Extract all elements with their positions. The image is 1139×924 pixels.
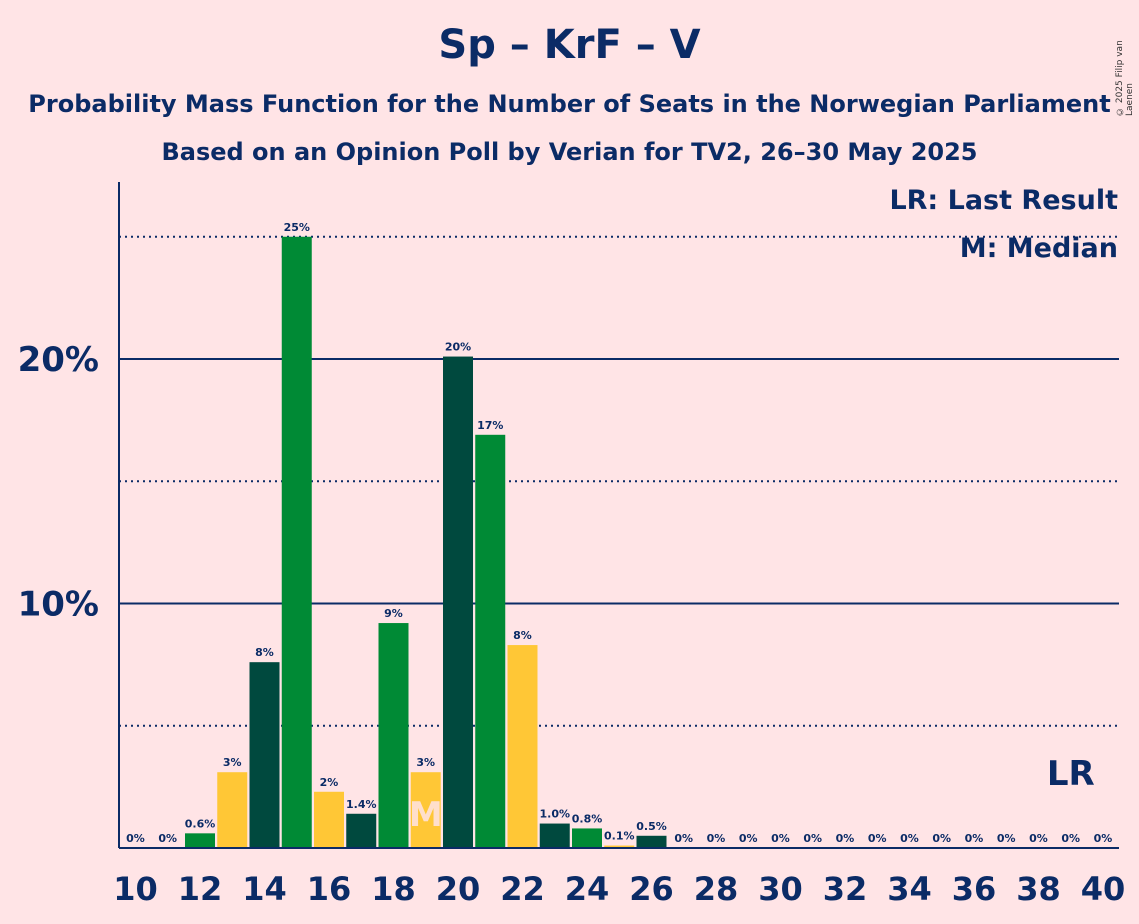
x-tick-label: 38 [1016,870,1061,908]
x-tick-label: 36 [952,870,997,908]
last-result-marker: LR [1047,754,1095,794]
bar-20-seats [443,356,473,848]
median-marker: M [409,795,443,835]
bar-22-seats [507,645,538,848]
data-label: 0.1% [604,830,635,843]
y-tick-label: 10% [18,585,99,625]
data-label: 0% [965,832,984,845]
data-label: 1.4% [346,798,377,811]
bar-24-seats [572,828,602,848]
data-label: 25% [284,221,310,234]
data-label: 2% [320,776,339,789]
bar-26-seats [636,835,667,848]
data-label: 0% [868,832,887,845]
x-tick-label: 18 [371,870,416,908]
data-label: 0.5% [636,820,667,833]
data-label: 1.0% [539,808,570,821]
y-ticks: 10% 20% [18,340,99,625]
data-label: 0% [158,832,177,845]
data-labels: 0% 0% 0.6% 3% 8% 25% 2% 1.4% 9% 3% 20% 17% 8% 1.0% 0.8… [126,221,1112,845]
data-label: 0% [932,832,951,845]
data-label: 0.8% [572,812,603,825]
bar-16-seats [314,791,344,848]
data-label: 0% [1094,832,1113,845]
data-label: 0.6% [185,817,216,830]
data-label: 0% [900,832,919,845]
bar-18-seats [378,623,409,848]
x-tick-label: 22 [500,870,545,908]
legend-last-result: LR: Last Result [889,185,1118,216]
data-label: 17% [477,419,503,432]
data-label: 0% [674,832,693,845]
data-label: 3% [223,756,242,769]
x-tick-label: 40 [1081,870,1126,908]
data-label: 0% [126,832,145,845]
bar-17-seats [346,813,377,848]
data-label: 8% [255,646,274,659]
data-label: 0% [739,832,758,845]
bar-25-seats [604,845,635,848]
data-label: 0% [803,832,822,845]
chart-title: Sp – KrF – V [438,22,701,68]
bars [185,236,667,848]
x-tick-label: 30 [758,870,803,908]
bar-12-seats [185,833,215,848]
data-label: 0% [1029,832,1048,845]
x-tick-label: 28 [694,870,739,908]
chart-subtitle: Probability Mass Function for the Number… [28,90,1111,118]
bar-14-seats [249,662,280,848]
bar-23-seats [539,823,570,848]
data-label: 9% [384,607,403,620]
y-tick-label: 20% [18,340,99,380]
x-ticks: 10 12 14 16 18 20 22 24 26 28 30 32 34 36 38 40 [113,870,1125,908]
data-label: 0% [836,832,855,845]
legend-median: M: Median [960,233,1118,264]
bar-15-seats [281,236,312,848]
chart-source: Based on an Opinion Poll by Verian for T… [161,138,978,166]
data-label: 3% [416,756,435,769]
data-label: 0% [997,832,1016,845]
x-tick-label: 12 [178,870,223,908]
data-label: 8% [513,629,532,642]
data-label: 20% [445,341,471,354]
data-label: 0% [1061,832,1080,845]
x-tick-label: 10 [113,870,158,908]
data-label: 0% [771,832,790,845]
bar-13-seats [217,772,248,848]
x-tick-label: 34 [887,870,932,908]
x-tick-label: 20 [436,870,481,908]
bar-21-seats [475,434,506,848]
x-tick-label: 32 [823,870,868,908]
x-tick-label: 24 [565,870,610,908]
x-tick-label: 16 [307,870,352,908]
bar-19-seats [410,772,441,848]
data-label: 0% [707,832,726,845]
x-tick-label: 14 [242,870,287,908]
x-tick-label: 26 [629,870,674,908]
